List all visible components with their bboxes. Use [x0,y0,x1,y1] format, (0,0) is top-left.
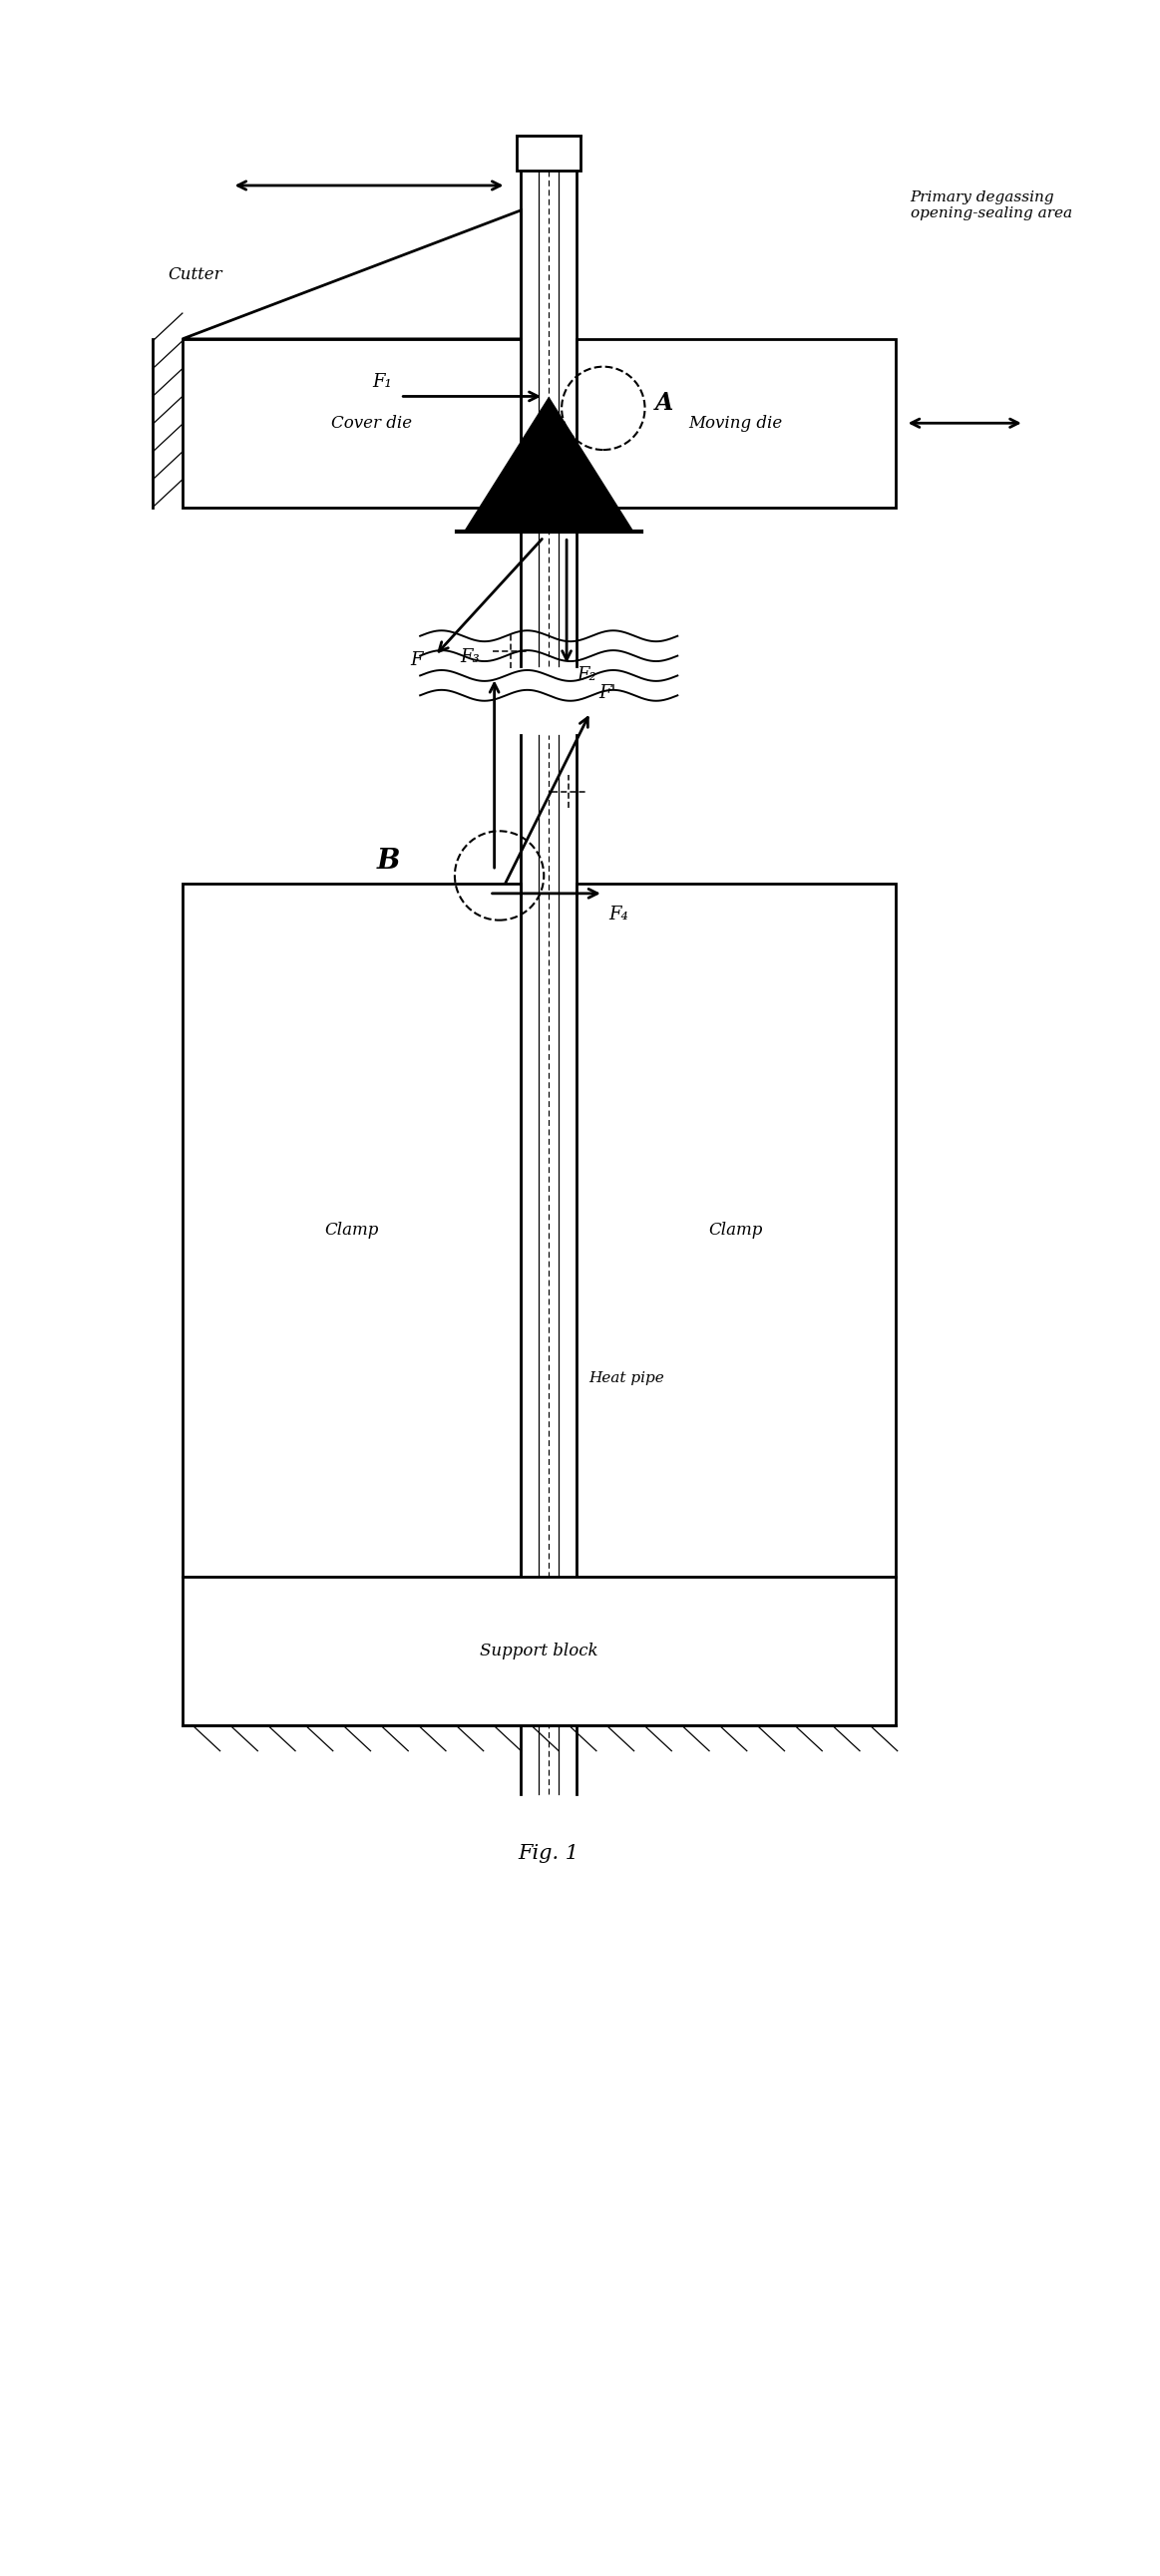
Text: Clamp: Clamp [325,1221,379,1239]
Text: B: B [377,848,400,873]
Bar [182,1577,896,1726]
Text: Support block: Support block [480,1643,599,1659]
Text: Clamp: Clamp [709,1221,763,1239]
Text: F: F [411,652,423,670]
Text: Moving die: Moving die [689,415,783,433]
Text: Fig. 1: Fig. 1 [519,1844,579,1862]
Text: F₁: F₁ [372,374,392,392]
Bar [517,137,580,170]
Bar [577,340,896,507]
Text: F₃: F₃ [459,647,479,665]
Text: Cutter: Cutter [167,265,222,283]
Text: F₄: F₄ [608,904,628,922]
Bar [182,884,521,1577]
Bar [577,884,896,1577]
Polygon shape [465,399,633,533]
Bar [182,340,521,507]
Text: Cover die: Cover die [331,415,412,433]
Text: F₂: F₂ [577,665,596,683]
Text: Primary degassing
opening-sealing area: Primary degassing opening-sealing area [911,191,1072,222]
Text: A: A [654,392,673,415]
Text: F': F' [599,685,616,703]
Text: Heat pipe: Heat pipe [588,1370,664,1386]
